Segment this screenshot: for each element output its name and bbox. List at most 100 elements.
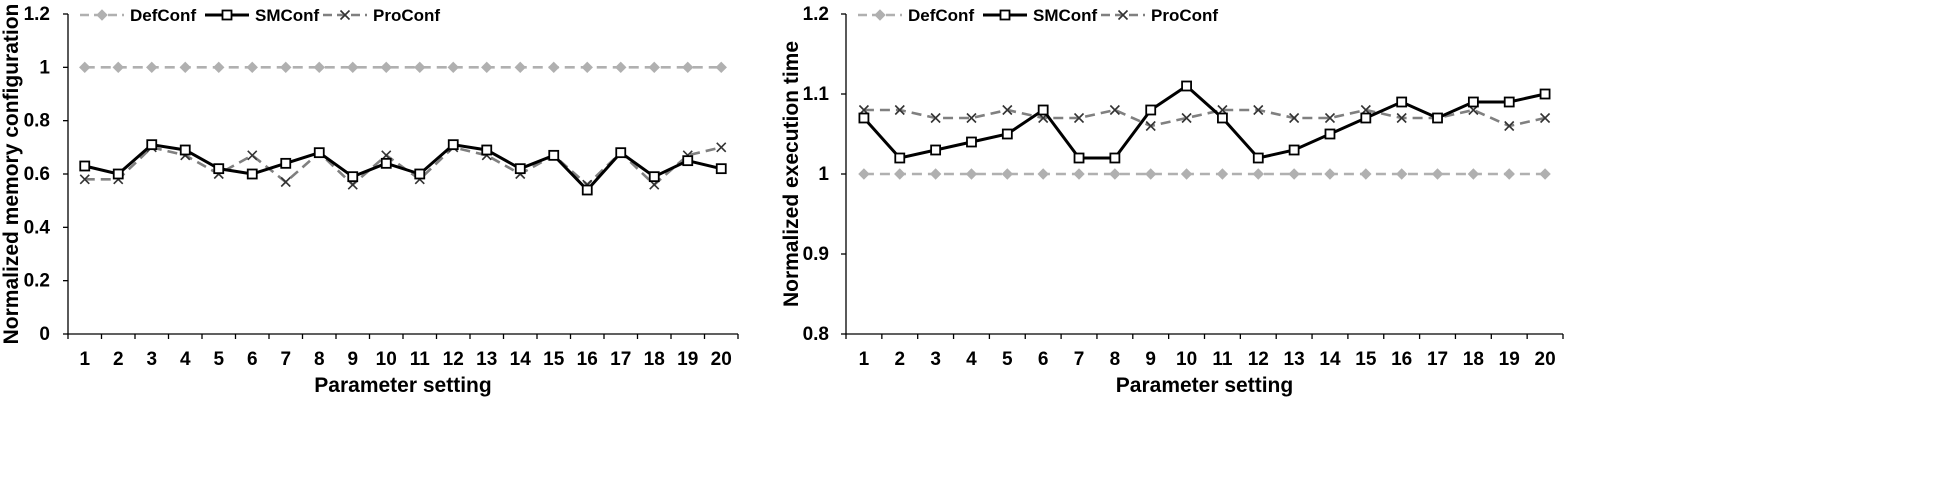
x-tick-label: 7 — [280, 349, 291, 370]
smconf-point — [999, 9, 1011, 21]
x-tick-label: 9 — [347, 349, 358, 370]
proconf-point — [716, 142, 727, 153]
proconf-point — [1324, 112, 1336, 124]
x-tick-label: 13 — [476, 349, 497, 370]
proconf-point — [280, 176, 291, 188]
smconf-point — [548, 149, 560, 161]
smconf-point — [380, 157, 392, 169]
defconf-point — [380, 61, 392, 74]
y-tick-label: 0.4 — [24, 217, 51, 238]
y-tick-label: 1.2 — [803, 4, 829, 25]
x-tick-label: 14 — [1319, 349, 1341, 370]
proconf-point — [966, 112, 977, 124]
x-tick-label: 17 — [1427, 349, 1448, 370]
proconf-point — [1396, 112, 1407, 124]
defconf-point — [1467, 168, 1480, 180]
smconf-point — [514, 163, 526, 175]
proconf-legend-label: ProConf — [1151, 6, 1218, 25]
defconf-point — [1360, 168, 1372, 180]
defconf-point — [682, 61, 694, 74]
defconf-point — [648, 61, 660, 74]
y-tick-label: 0.8 — [803, 324, 829, 345]
defconf-legend-label: DefConf — [130, 6, 196, 25]
proconf-point — [79, 174, 90, 185]
x-tick-label: 10 — [1176, 349, 1197, 370]
y-axis-title: Normalized execution time — [780, 41, 803, 307]
smconf-point — [414, 168, 426, 180]
smconf-point — [1503, 96, 1515, 108]
smconf-line — [84, 143, 722, 193]
proconf-point — [1504, 120, 1515, 132]
x-tick-label: 7 — [1074, 349, 1085, 370]
y-tick-label: 0.9 — [803, 244, 829, 265]
x-tick-label: 2 — [894, 349, 905, 370]
execution-time-chart-panel: 0.80.911.11.21 2 3 4 5 6 7 8 9 10 11 12 13 14 15 16 17 18… — [780, 4, 1564, 397]
smconf-point — [79, 160, 91, 172]
x-tick-label: 8 — [1110, 349, 1121, 370]
defconf-point — [96, 9, 108, 21]
x-axis-title: Parameter setting — [1116, 374, 1293, 397]
defconf-point — [1109, 168, 1121, 180]
smconf-point — [648, 171, 660, 183]
smconf-point — [1252, 152, 1264, 164]
x-tick-label: 11 — [1212, 349, 1233, 370]
smconf-point — [682, 155, 694, 167]
smconf-point — [1432, 112, 1443, 124]
defconf-point — [79, 61, 91, 74]
smconf-line — [862, 84, 1546, 160]
defconf-point — [715, 61, 727, 74]
defconf-point — [1037, 168, 1049, 180]
x-tick-label: 16 — [1391, 349, 1412, 370]
proconf-point — [894, 104, 905, 116]
smconf-point — [221, 9, 233, 21]
x-tick-label: 6 — [1038, 349, 1049, 370]
defconf-point — [280, 61, 292, 74]
x-tick-label: 19 — [677, 349, 698, 370]
x-tick-label: 11 — [410, 349, 431, 370]
smconf-point — [715, 163, 727, 175]
x-tick-label: 9 — [1145, 349, 1156, 370]
defconf-point — [1431, 168, 1444, 180]
defconf-point — [1216, 168, 1229, 180]
x-axis-title: Parameter setting — [314, 374, 491, 397]
smconf-point — [179, 144, 191, 156]
x-tick-label: 2 — [113, 349, 124, 370]
proconf-point — [247, 150, 258, 161]
x-tick-label: 12 — [443, 349, 464, 370]
y-tick-label: 0 — [39, 324, 50, 345]
proconf-point — [1540, 112, 1551, 124]
defconf-point — [313, 61, 325, 74]
defconf-point — [347, 61, 359, 74]
defconf-point — [548, 61, 560, 74]
x-tick-label: 14 — [510, 349, 532, 370]
x-tick-label: 12 — [1248, 349, 1269, 370]
y-axis-title: Normalized memory configuration — [0, 4, 23, 345]
proconf-point — [1253, 104, 1264, 116]
smconf-point — [146, 139, 158, 151]
x-tick-label: 8 — [314, 349, 325, 370]
defconf-point — [414, 61, 426, 74]
defconf-point — [1145, 168, 1157, 180]
smconf-point — [447, 139, 459, 151]
smconf-point — [1467, 96, 1479, 108]
smconf-point — [1539, 88, 1551, 100]
defconf-point — [514, 61, 526, 74]
y-tick-label: 0.2 — [24, 271, 50, 292]
smconf-point — [930, 144, 942, 156]
defconf-point — [965, 168, 978, 180]
defconf-point — [615, 61, 627, 74]
smconf-point — [615, 147, 627, 159]
smconf-point — [313, 147, 325, 159]
y-tick-label: 1.1 — [803, 84, 830, 105]
smconf-point — [1109, 152, 1121, 164]
smconf-legend-label: SMConf — [1033, 6, 1098, 25]
smconf-point — [347, 171, 359, 183]
defconf-point — [246, 61, 258, 74]
x-tick-label: 20 — [1535, 349, 1556, 370]
defconf-point — [1001, 168, 1014, 180]
proconf-point — [1117, 9, 1129, 21]
smconf-point — [966, 136, 977, 148]
defconf-point — [213, 61, 225, 74]
y-tick-label: 0.6 — [24, 164, 50, 185]
y-tick-label: 1.2 — [24, 4, 50, 25]
